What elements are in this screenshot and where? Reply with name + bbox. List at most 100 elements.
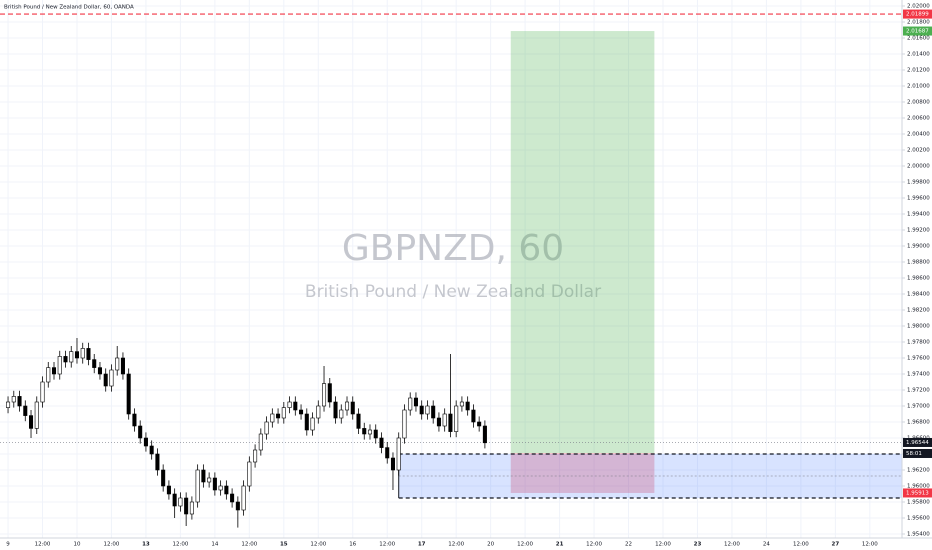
y-tick-label: 1.96000 — [907, 484, 930, 490]
candle-body — [80, 348, 85, 359]
x-tick-label: 12:00 — [104, 542, 120, 548]
candle-body — [448, 413, 453, 432]
candle-body — [299, 409, 304, 415]
candle-body — [408, 397, 413, 411]
x-tick-label: 12:00 — [310, 542, 326, 548]
candle-body — [431, 405, 436, 419]
candle-body — [184, 497, 189, 515]
candle-body — [419, 405, 424, 415]
candle-body — [459, 401, 464, 407]
candle-body — [86, 348, 91, 360]
candle-body — [57, 356, 62, 375]
current-price-label: 1.96544 — [906, 440, 929, 446]
y-tick-label: 1.98800 — [907, 260, 930, 266]
candle-body — [344, 401, 350, 411]
target-label: 2.01687 — [906, 29, 929, 35]
watermark-subtitle: British Pound / New Zealand Dollar — [305, 282, 601, 302]
y-tick-label: 1.97400 — [907, 372, 930, 378]
y-tick-label: 1.95400 — [907, 532, 930, 538]
candle-body — [241, 485, 246, 511]
chart-title: British Pound / New Zealand Dollar, 60, … — [4, 5, 134, 11]
candle-body — [166, 485, 171, 495]
candle-body — [293, 401, 298, 411]
x-tick-label: 12:00 — [172, 542, 188, 548]
x-tick-label: 12:00 — [655, 542, 671, 548]
y-tick-label: 1.97800 — [907, 340, 930, 346]
candle-body — [189, 501, 194, 515]
y-tick-label: 1.96200 — [907, 468, 930, 474]
candle-body — [212, 477, 217, 491]
candle-body — [477, 421, 482, 427]
current-price-label-bg — [903, 437, 932, 447]
countdown-label: 58:01 — [906, 451, 922, 457]
candle-body — [454, 405, 459, 432]
stop-label-bg — [903, 488, 932, 498]
candle-body — [109, 369, 114, 387]
y-tick-label: 2.00400 — [907, 132, 930, 138]
candle-body — [264, 421, 269, 435]
y-tick-label: 1.99200 — [907, 228, 930, 234]
y-tick-label: 1.95800 — [907, 500, 930, 506]
countdown-bg — [903, 448, 932, 458]
candle-body — [6, 401, 11, 408]
candle-body — [23, 405, 28, 416]
candle-body — [46, 367, 51, 383]
candle-body — [482, 425, 487, 444]
alert-label: 2.01899 — [906, 12, 929, 18]
candle-body — [350, 401, 355, 415]
candle-body — [40, 381, 45, 403]
y-tick-label: 2.00600 — [907, 116, 930, 122]
alert-label-bg — [903, 9, 932, 19]
x-tick-label: 16 — [349, 542, 356, 548]
y-tick-label: 2.01000 — [907, 84, 930, 90]
candle-body — [201, 469, 206, 483]
axes: 1.954001.956001.958001.960001.962001.964… — [6, 4, 932, 548]
y-tick-label: 2.00200 — [907, 148, 930, 154]
plot — [0, 13, 902, 528]
y-tick-label: 1.97000 — [907, 404, 930, 410]
candle-body — [310, 417, 315, 431]
x-tick-label: 27 — [832, 542, 840, 548]
candle-body — [442, 413, 447, 427]
position-target-zone — [510, 31, 655, 454]
candle-body — [11, 396, 16, 403]
target-label-bg — [903, 26, 932, 36]
candle-body — [436, 417, 441, 427]
y-tick-label: 1.99400 — [907, 212, 930, 218]
candle-body — [379, 437, 384, 448]
candle-body — [207, 477, 212, 483]
y-tick-label: 2.01400 — [907, 52, 930, 58]
y-tick-label: 1.99000 — [907, 244, 930, 250]
candle-body — [471, 409, 476, 423]
y-tick-label: 1.98200 — [907, 308, 930, 314]
y-tick-label: 1.98000 — [907, 324, 930, 330]
candle-body — [120, 357, 125, 375]
candle-body — [362, 428, 367, 435]
candle-body — [97, 367, 102, 375]
candle-body — [322, 383, 327, 407]
candle-body — [287, 401, 292, 408]
x-tick-label: 24 — [763, 542, 770, 548]
position-stop-zone — [510, 453, 655, 493]
candle-body — [92, 359, 97, 368]
candle-body — [34, 401, 39, 429]
y-tick-label: 1.98400 — [907, 292, 930, 298]
watermark: GBPNZD, 60 — [342, 228, 564, 269]
candle-body — [367, 429, 373, 435]
x-tick-label: 13 — [142, 542, 150, 548]
candle-body — [218, 485, 223, 491]
x-tick-label: 12:00 — [724, 542, 740, 548]
x-tick-label: 22 — [625, 542, 632, 548]
candle-body — [425, 405, 430, 415]
candle-body — [17, 396, 22, 407]
x-tick-label: 17 — [418, 542, 426, 548]
candle-body — [161, 469, 166, 487]
candle-body — [155, 453, 160, 471]
candle-body — [29, 415, 34, 429]
range-box — [398, 454, 902, 498]
candle-body — [51, 367, 57, 375]
candle-body — [235, 501, 240, 511]
y-tick-label: 1.99800 — [907, 180, 930, 186]
